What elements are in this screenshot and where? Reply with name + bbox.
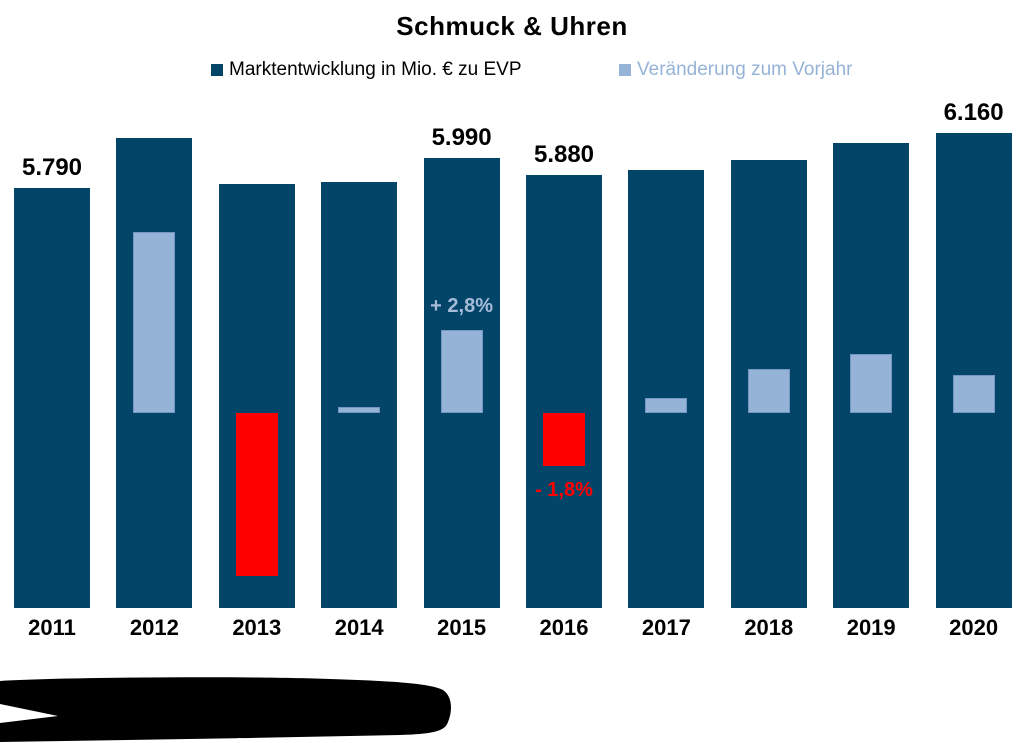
change-annotation-2015: + 2,8% <box>430 295 493 318</box>
change-bar-2020 <box>952 374 995 413</box>
x-tick-2013: 2013 <box>232 615 282 640</box>
value-label-2016: 5.880 <box>533 140 595 168</box>
change-bar-2013 <box>235 413 278 576</box>
x-tick-2018: 2018 <box>744 615 794 640</box>
x-tick-2017: 2017 <box>641 615 691 640</box>
change-bar-2012 <box>133 232 176 413</box>
x-tick-2011: 2011 <box>28 615 76 640</box>
x-tick-2014: 2014 <box>334 615 384 640</box>
market-bar-2020 <box>935 133 1012 608</box>
redacted-source-blob <box>0 677 451 743</box>
change-bar-2017 <box>645 398 688 413</box>
legend-label-veraenderung: Veränderung zum Vorjahr <box>637 59 853 80</box>
x-tick-2020: 2020 <box>949 615 999 640</box>
legend-item-marktentwicklung: Marktentwicklung in Mio. € zu EVP <box>211 59 522 80</box>
value-label-2011: 5.790 <box>21 154 83 182</box>
x-tick-2019: 2019 <box>846 615 896 640</box>
legend-swatch-veraenderung <box>619 64 631 76</box>
legend-label-marktentwicklung: Marktentwicklung in Mio. € zu EVP <box>229 59 522 80</box>
chart-title: Schmuck & Uhren <box>396 11 628 41</box>
change-bar-2014 <box>338 407 381 413</box>
change-bar-2015 <box>440 330 483 413</box>
x-tick-2015: 2015 <box>437 615 487 640</box>
value-label-2020: 6.160 <box>943 99 1004 127</box>
change-bar-2018 <box>747 368 790 413</box>
x-tick-2012: 2012 <box>129 615 179 640</box>
change-annotation-2016: - 1,8% <box>535 479 593 502</box>
value-label-2015: 5.990 <box>431 124 492 152</box>
market-bar-2016 <box>526 174 602 608</box>
market-bar-2014 <box>321 182 398 608</box>
x-tick-2016: 2016 <box>539 615 589 640</box>
market-bar-2017 <box>628 170 705 608</box>
change-bar-2019 <box>850 353 893 413</box>
legend-swatch-marktentwicklung <box>211 64 223 76</box>
market-bar-2011 <box>14 188 90 608</box>
change-bar-2016 <box>543 413 585 467</box>
legend-item-veraenderung: Veränderung zum Vorjahr <box>619 59 853 80</box>
